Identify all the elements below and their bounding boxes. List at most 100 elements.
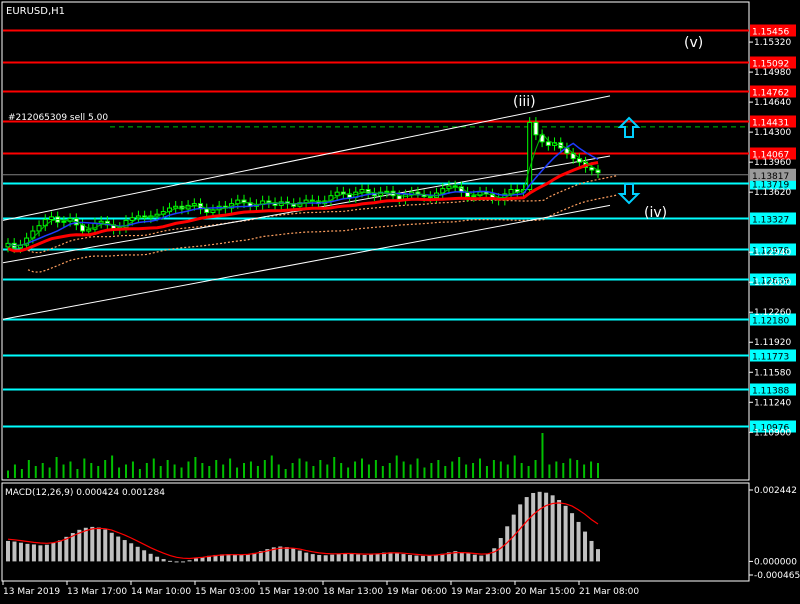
x-tick-label: 15 Mar 03:00 — [195, 587, 255, 597]
level-tag-red — [750, 56, 796, 69]
macd-histogram-bar — [440, 553, 445, 562]
macd-histogram-bar — [200, 557, 205, 562]
level-tag-cyan — [750, 349, 796, 362]
macd-histogram-bar — [544, 492, 549, 562]
macd-histogram-bar — [557, 500, 562, 562]
level-tag-cyan — [750, 273, 796, 286]
macd-axis: 0.002442 0.000000 -0.000465 — [749, 486, 800, 581]
macd-histogram-bar — [90, 526, 95, 562]
time-axis: 13 Mar 2019 13 Mar 17:00 14 Mar 10:00 15 Ma… — [2, 581, 639, 597]
macd-histogram-bar — [129, 543, 134, 562]
candle-body — [5, 242, 11, 248]
candle-body — [384, 190, 390, 193]
level-tag-label: 1.10976 — [752, 424, 789, 434]
macd-histogram-bar — [583, 531, 588, 562]
macd-histogram-bar — [505, 526, 510, 562]
candle-body — [508, 189, 514, 195]
volume-bars — [7, 433, 599, 478]
macd-histogram-bar — [466, 553, 471, 562]
x-tick-label: 20 Mar 15:00 — [515, 587, 575, 597]
macd-histogram-bar — [531, 492, 536, 562]
macd-histogram-bar — [109, 532, 114, 562]
macd-histogram-bar — [271, 547, 276, 562]
macd-histogram-bar — [44, 544, 49, 562]
macd-histogram-bar — [258, 551, 263, 562]
wave-label-v: (v) — [684, 35, 703, 51]
macd-y-tick-label: 0.000000 — [754, 557, 797, 567]
wave-label-iii: (iii) — [513, 94, 536, 110]
macd-histogram-bar — [161, 559, 166, 562]
level-tag-label: 1.14067 — [752, 151, 789, 161]
level-tag-red — [750, 85, 796, 98]
macd-histogram-bar — [511, 514, 516, 562]
macd-histogram-bar — [336, 553, 341, 562]
macd-histogram-bar — [142, 550, 147, 562]
macd-panel-frame — [1, 482, 750, 582]
macd-histogram-bar — [479, 555, 484, 562]
level-tag-cyan — [750, 243, 796, 256]
macd-histogram-bar — [291, 548, 296, 562]
macd-histogram-bar — [576, 521, 581, 562]
macd-histogram-bar — [563, 505, 568, 562]
macd-histogram-bar — [265, 549, 270, 562]
macd-histogram-bar — [407, 554, 412, 562]
candle-body — [67, 218, 73, 222]
macd-histogram-bar — [31, 544, 36, 562]
macd-histogram-bar — [596, 549, 600, 562]
candle-body — [477, 191, 483, 197]
candle-body — [545, 141, 551, 146]
y-tick-label: 1.15320 — [754, 38, 791, 48]
macd-histogram-bar — [550, 495, 555, 562]
hollow-up-arrow-icon — [617, 116, 641, 138]
y-tick-label: 1.13620 — [754, 188, 791, 198]
macd-histogram-bar — [420, 555, 425, 562]
macd-histogram-bar — [116, 536, 121, 562]
macd-histogram-bar — [213, 554, 218, 562]
candle-body — [48, 216, 54, 221]
level-tag-cyan — [750, 212, 796, 225]
macd-signal-line — [7, 502, 599, 560]
macd-histogram-bar — [524, 497, 529, 562]
y-tick-label: 1.14980 — [754, 68, 791, 78]
x-tick-label: 19 Mar 23:00 — [451, 587, 511, 597]
y-tick-label: 1.13960 — [754, 158, 791, 168]
macd-histogram-bar — [343, 553, 348, 562]
macd-histogram-bar — [414, 555, 419, 562]
macd-histogram-bar — [187, 560, 192, 562]
macd-histogram-bar — [64, 536, 69, 562]
macd-histogram-bar — [226, 554, 231, 562]
macd-histogram-bar — [362, 554, 367, 562]
order-label: #212065309 sell 5.00 — [8, 113, 108, 123]
macd-histogram-bar — [219, 554, 224, 562]
macd-histogram-bar — [6, 540, 10, 562]
candle-body — [129, 217, 135, 221]
macd-histogram-bar — [252, 552, 257, 562]
price-axis: 1.15456 1.15092 1.14762 1.14431 1.14067 1.137… — [749, 24, 796, 438]
macd-histogram-bar — [12, 541, 17, 562]
macd-histogram-bar — [70, 533, 75, 562]
macd-histogram-bar — [446, 552, 451, 562]
macd-histogram-bar — [122, 540, 127, 562]
level-tag-label: 1.13327 — [752, 216, 789, 226]
level-tag-label: 1.14431 — [752, 119, 789, 129]
cloud-upper-line — [27, 174, 619, 254]
y-tick-label: 1.14300 — [754, 128, 791, 138]
level-tag-red — [750, 147, 796, 160]
green-momentum-line — [7, 132, 599, 247]
macd-histogram-bar — [349, 553, 354, 562]
macd-histogram-bar — [38, 545, 43, 562]
moving-averages — [7, 132, 599, 253]
macd-histogram-bar — [453, 551, 458, 562]
macd-histogram-bar — [83, 527, 88, 562]
level-tag-label: 1.12639 — [752, 277, 789, 287]
candle-body — [589, 166, 595, 171]
candle-body — [527, 121, 533, 191]
y-tick-label: 1.10900 — [754, 428, 791, 438]
current-price-tag — [750, 168, 796, 181]
macd-histogram-bar — [206, 555, 211, 562]
macd-histogram-bar — [323, 555, 328, 562]
macd-histogram-bar — [330, 554, 335, 562]
candle-body — [191, 203, 197, 206]
candle-body — [61, 220, 67, 223]
